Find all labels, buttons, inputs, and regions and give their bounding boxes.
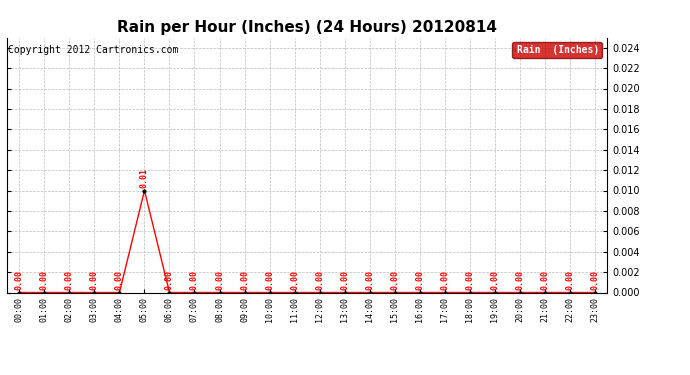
Title: Rain per Hour (Inches) (24 Hours) 20120814: Rain per Hour (Inches) (24 Hours) 201208… [117, 20, 497, 35]
Text: 0.00: 0.00 [190, 270, 199, 290]
Text: 0.00: 0.00 [365, 270, 374, 290]
Text: 0.00: 0.00 [415, 270, 424, 290]
Text: 0.00: 0.00 [515, 270, 524, 290]
Text: 0.00: 0.00 [115, 270, 124, 290]
Text: 0.00: 0.00 [290, 270, 299, 290]
Text: 0.00: 0.00 [540, 270, 549, 290]
Text: 0.00: 0.00 [315, 270, 324, 290]
Text: 0.00: 0.00 [390, 270, 399, 290]
Legend: Rain  (Inches): Rain (Inches) [512, 42, 602, 58]
Text: 0.00: 0.00 [590, 270, 599, 290]
Text: 0.00: 0.00 [490, 270, 499, 290]
Text: 0.00: 0.00 [215, 270, 224, 290]
Text: 0.00: 0.00 [265, 270, 274, 290]
Text: 0.00: 0.00 [340, 270, 349, 290]
Text: Copyright 2012 Cartronics.com: Copyright 2012 Cartronics.com [8, 45, 179, 55]
Text: 0.00: 0.00 [65, 270, 74, 290]
Text: 0.00: 0.00 [440, 270, 449, 290]
Text: 0.00: 0.00 [165, 270, 174, 290]
Text: 0.00: 0.00 [40, 270, 49, 290]
Text: 0.00: 0.00 [465, 270, 474, 290]
Text: 0.00: 0.00 [90, 270, 99, 290]
Text: 0.01: 0.01 [140, 168, 149, 188]
Text: 0.00: 0.00 [15, 270, 24, 290]
Text: 0.00: 0.00 [565, 270, 574, 290]
Text: 0.00: 0.00 [240, 270, 249, 290]
